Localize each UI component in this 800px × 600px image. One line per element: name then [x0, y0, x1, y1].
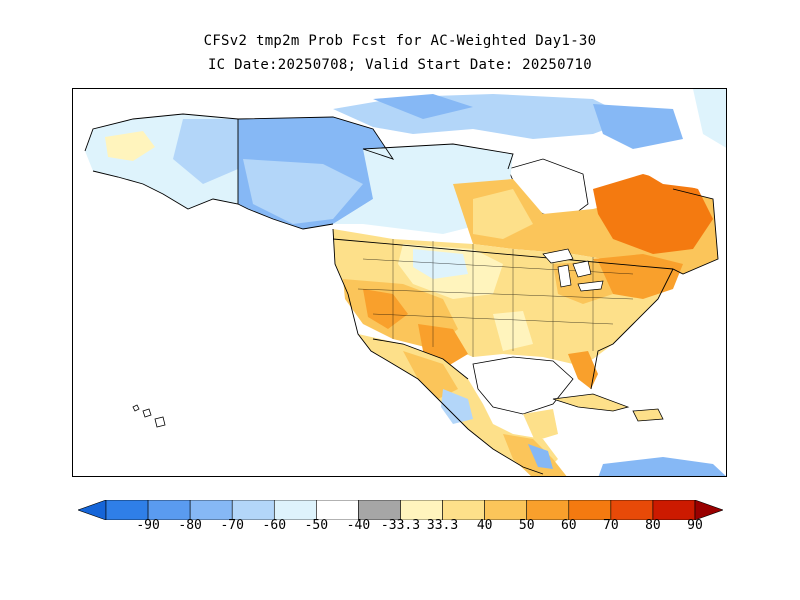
- legend-swatch: [442, 500, 485, 520]
- alaska-cool-area: [173, 119, 238, 184]
- mexico-warm: [403, 351, 458, 399]
- yucatan: [523, 409, 558, 441]
- legend-swatch: [147, 500, 191, 520]
- northeast-hot: [593, 254, 683, 299]
- legend-swatch: [316, 500, 359, 520]
- legend-tick-label: -60: [262, 518, 287, 533]
- legend-swatch: [105, 500, 149, 520]
- legend-tick-label: -50: [304, 518, 329, 533]
- legend-arrow-low: [78, 500, 107, 520]
- legend-tick-label: 40: [476, 518, 493, 533]
- legend-swatch: [568, 500, 612, 520]
- ontario-warm: [473, 189, 533, 239]
- arctic-islands-dark: [373, 94, 473, 119]
- plains-cool: [413, 249, 468, 279]
- legend-arrow-high: [694, 500, 723, 520]
- greenland-edge: [693, 89, 726, 148]
- legend-tick-label: 80: [645, 518, 661, 533]
- southeast-region: [513, 304, 613, 357]
- legend-swatch: [652, 500, 696, 520]
- cuba: [552, 393, 630, 412]
- legend-tick-label: -33.3: [380, 518, 421, 533]
- florida: [568, 351, 598, 389]
- legend-tick-label: 60: [560, 518, 577, 533]
- chart-title: CFSv2 tmp2m Prob Fcst for AC-Weighted Da…: [203, 33, 597, 49]
- color-legend: [78, 500, 723, 520]
- mexico-cool: [441, 389, 473, 424]
- legend-tick-label: -80: [178, 518, 202, 533]
- arctic-east: [593, 104, 683, 149]
- canada-west-light: [243, 159, 363, 224]
- legend-tick-label: 50: [518, 518, 535, 533]
- legend-tick-label: 70: [603, 518, 619, 533]
- legend-swatch: [189, 500, 233, 520]
- map-canvas: [84, 89, 726, 476]
- legend-tick-label: -90: [136, 518, 160, 533]
- central-america-cool: [528, 444, 553, 469]
- alaska-warm-area: [105, 131, 155, 161]
- legend-swatch: [231, 500, 275, 520]
- legend-swatch: [273, 500, 317, 520]
- legend-swatch: [610, 500, 654, 520]
- great-lakes: [542, 248, 604, 292]
- southwest-hotter: [363, 289, 408, 329]
- legend-tick-label: -40: [346, 518, 371, 533]
- coastlines: [84, 113, 719, 475]
- legend-tick-label: 33.3: [426, 518, 459, 533]
- legend-swatch: [526, 500, 570, 520]
- legend-swatch: [358, 500, 401, 520]
- legend-tick-label: -70: [220, 518, 244, 533]
- labrador-white: [633, 144, 713, 189]
- legend-swatch: [400, 500, 443, 520]
- hispaniola: [632, 408, 664, 422]
- map-panel: [72, 88, 727, 477]
- legend-swatch: [484, 500, 528, 520]
- gulf-of-mexico: [472, 356, 574, 415]
- hawaii-islands: [132, 404, 166, 428]
- quebec-hot: [593, 174, 713, 254]
- south-america-edge: [598, 457, 726, 476]
- legend-tick-label: 90: [687, 518, 703, 533]
- chart-subtitle: IC Date:20250708; Valid Start Date: 2025…: [207, 57, 593, 73]
